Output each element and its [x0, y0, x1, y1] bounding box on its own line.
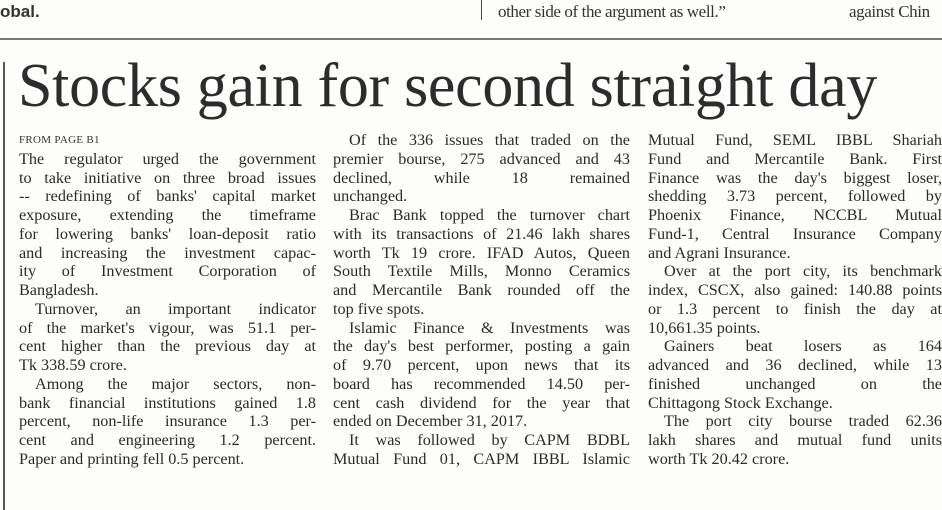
text-line: and Mercantile Bank rounded off the: [333, 281, 630, 299]
text-line: It was followed by CAPM BDBL: [349, 431, 630, 449]
text-line: -- redefining of banks' capital market: [19, 187, 316, 206]
text-line: the day's best performer, posting a gain: [333, 337, 630, 356]
text-line: Gainers beat losers as 164: [664, 337, 942, 356]
paragraph: The regulator urged the government to tak…: [19, 150, 316, 300]
text-line: Mutual Fund 01, CAPM IBBL Islamic: [333, 449, 630, 468]
text-line: index, CSCX, also gained: 140.88 points: [648, 281, 942, 299]
paragraph: Gainers beat losers as 164 advanced and 3…: [648, 337, 942, 412]
text-line: advanced and 36 declined, while 13: [648, 356, 942, 374]
text-line: Tk 338.59 crore.: [19, 356, 127, 374]
paragraph: Among the major sectors, non-bank financ…: [19, 375, 316, 469]
text-line: of the market's vigour, was 51.1 per-: [19, 318, 316, 337]
text-line: South Textile Mills, Monno Ceramics: [333, 262, 630, 281]
section-rule: [0, 38, 942, 40]
text-line: cent and engineering 1.2 percent.: [19, 431, 316, 449]
text-line: Mutual Fund, SEML IBBL Shariah: [648, 131, 942, 149]
article-column-1: FROM PAGE B1 The regulator urged the gov…: [19, 131, 316, 469]
text-line: 10,661.35 points.: [648, 318, 761, 337]
text-line: The port city bourse traded 62.36: [664, 412, 942, 431]
text-line: Phoenix Finance, NCCBL Mutual: [648, 206, 942, 224]
paragraph: Turnover, an important indicator of the m…: [19, 300, 316, 375]
text-line: ity of Investment Corporation of: [19, 262, 316, 281]
text-line: and Agrani Insurance.: [648, 243, 791, 262]
text-line: with its transactions of 21.46 lakh shar…: [333, 224, 630, 243]
text-line: percent, non-life insurance 1.3 per-: [19, 412, 316, 431]
adjacent-article-fragment: against Chin: [849, 2, 930, 21]
text-line: premier bourse, 275 advanced and 43: [333, 149, 630, 168]
text-line: exposure, extending the timeframe: [19, 206, 316, 224]
text-line: for lowering banks' loan-deposit ratio: [19, 224, 316, 243]
text-line: cent higher than the previous day at: [19, 337, 316, 356]
paragraph: Of the 336 issues that traded on the prem…: [333, 131, 630, 206]
paragraph: Islamic Finance & Investments was the day…: [333, 319, 630, 432]
paragraph: Mutual Fund, SEML IBBL Shariah Fund and M…: [648, 131, 942, 262]
paragraph: Brac Bank topped the turnover chart with …: [333, 206, 630, 319]
text-line: or 1.3 percent to finish the day at: [648, 299, 942, 318]
text-line: top five spots.: [333, 299, 425, 318]
text-line: Islamic Finance & Investments was: [349, 318, 630, 337]
text-line: board has recommended 14.50 per-: [333, 374, 630, 393]
text-line: Over at the port city, its benchmark: [664, 262, 942, 281]
paragraph: It was followed by CAPM BDBL Mutual Fund …: [333, 431, 630, 469]
continuation-kicker: FROM PAGE B1: [19, 134, 100, 146]
paragraph: The port city bourse traded 62.36 lakh sh…: [648, 412, 942, 468]
text-line: cent cash dividend for the year that: [333, 393, 630, 412]
left-border-rule: [3, 62, 5, 510]
text-line: unchanged.: [333, 187, 408, 206]
text-line: worth Tk 19 crore. IFAD Autos, Queen: [333, 243, 630, 262]
previous-article-fragment: obal.: [0, 2, 40, 21]
text-line: lakh shares and mutual fund units: [648, 431, 942, 449]
text-line: worth Tk 20.42 crore.: [648, 449, 790, 468]
text-line: to take initiative on three broad issues: [19, 168, 316, 187]
column-divider: [481, 0, 482, 20]
article-column-2: Of the 336 issues that traded on the prem…: [333, 131, 630, 469]
text-line: bank financial institutions gained 1.8: [19, 393, 316, 412]
text-line: Fund-1, Central Insurance Company: [648, 224, 942, 243]
article-headline: Stocks gain for second straight day: [18, 52, 878, 120]
text-line: ended on December 31, 2017.: [333, 412, 528, 431]
text-line: finished unchanged on the: [648, 374, 942, 393]
text-line: Brac Bank topped the turnover chart: [349, 206, 630, 224]
text-line: of 9.70 percent, upon news that its: [333, 356, 630, 374]
paragraph: Over at the port city, its benchmark inde…: [648, 262, 942, 337]
text-line: shedding 3.73 percent, followed by: [648, 187, 942, 206]
text-line: Finance was the day's biggest loser,: [648, 168, 942, 187]
text-line: Paper and printing fell 0.5 percent.: [19, 449, 245, 468]
text-line: Chittagong Stock Exchange.: [648, 393, 833, 412]
quote-fragment: other side of the argument as well.”: [498, 2, 726, 21]
text-line: Among the major sectors, non-: [35, 374, 316, 393]
text-line: and increasing the investment capac-: [19, 243, 316, 262]
text-line: Turnover, an important indicator: [35, 299, 316, 318]
article-column-3: Mutual Fund, SEML IBBL Shariah Fund and M…: [648, 131, 942, 469]
text-line: Of the 336 issues that traded on the: [349, 131, 630, 149]
text-line: The regulator urged the government: [19, 149, 316, 168]
text-line: Fund and Mercantile Bank. First: [648, 149, 942, 168]
text-line: declined, while 18 remained: [333, 168, 630, 187]
text-line: Bangladesh.: [19, 281, 99, 299]
